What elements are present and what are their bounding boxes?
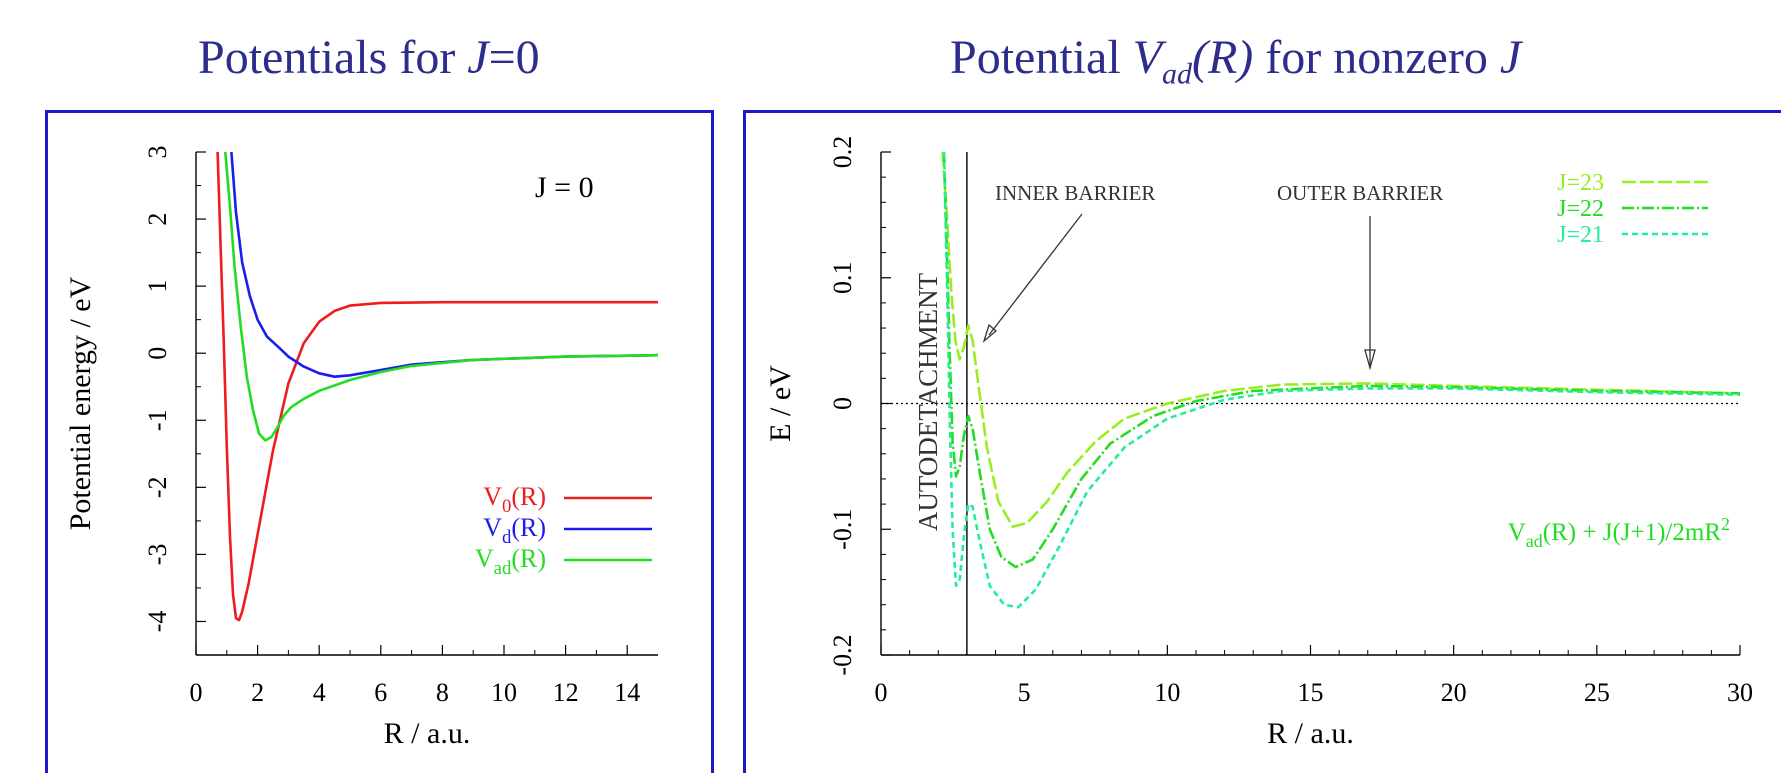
y-tick-label: -1 [143,409,172,431]
legend-label-j21: J=21 [1557,222,1604,248]
y-tick-label: 3 [143,146,172,159]
inner-barrier-label: INNER BARRIER [995,181,1155,205]
x-tick-label: 5 [1018,678,1031,707]
y-tick-label: 1 [143,280,172,293]
x-tick-label: 14 [614,678,640,707]
x-tick-label: 0 [875,678,888,707]
legend-label-j22: J=22 [1557,196,1604,222]
left-panel-frame [45,110,714,773]
x-axis-label: R / a.u. [1267,717,1354,750]
x-tick-label: 10 [491,678,517,707]
y-axis-label: Potential energy / eV [64,276,97,530]
y-tick-label: 0 [143,347,172,360]
series-line-j23 [941,151,1741,529]
y-tick-label: 2 [143,213,172,226]
x-tick-label: 4 [313,678,326,707]
x-tick-label: 20 [1441,678,1467,707]
outer-barrier-label: OUTER BARRIER [1277,181,1443,205]
y-tick-label: 0.2 [828,136,857,169]
legend-label-vdr: Vd(R) [483,513,546,548]
x-tick-label: 0 [190,678,203,707]
x-tick-label: 2 [251,678,264,707]
x-tick-label: 6 [374,678,387,707]
outer-barrier-arrow-head [1364,349,1376,371]
x-tick-label: 30 [1727,678,1753,707]
left-panel-title: Potentials for J=0 [198,31,540,84]
y-tick-label: -3 [143,544,172,566]
y-tick-label: 0 [828,397,857,410]
y-tick-label: 0.1 [828,262,857,295]
x-tick-label: 12 [553,678,579,707]
series-line-v0r [216,151,658,622]
right-chart: 0 5 10 15 20 25 30 -0.2 -0.1 0 0.1 0.2 R / a.u. E / e… [764,136,1753,750]
y-tick-label: -2 [143,476,172,498]
autodetachment-label: AUTODETACHMENT [913,272,943,531]
y-tick-label: -0.1 [828,509,857,550]
right-panel-title: Potential Vad(R) for nonzero J [950,31,1522,91]
x-tick-label: 15 [1298,678,1324,707]
series-line-vadr [224,151,659,442]
series-line-j21 [942,151,1741,609]
legend-label-v0r: V0(R) [483,482,546,517]
x-tick-label: 10 [1154,678,1180,707]
series-line-j22 [942,151,1741,569]
y-axis-label: E / eV [764,365,797,442]
legend-label-j23: J=23 [1557,170,1604,196]
inner-barrier-arrow-shaft [988,213,1083,336]
annotation-j0: J = 0 [535,171,594,204]
series-line-vdr [230,151,659,379]
x-tick-label: 8 [436,678,449,707]
formula-annotation: Vad(R) + J(J+1)/2mR2 [1508,514,1730,551]
right-panel-frame [743,110,1781,773]
x-axis-label: R / a.u. [384,717,471,750]
legend-label-vadr: Vad(R) [475,544,546,579]
x-tick-label: 25 [1584,678,1610,707]
y-tick-label: -0.2 [828,634,857,675]
inner-barrier-arrow-head [982,323,998,343]
y-tick-label: -4 [143,611,172,633]
